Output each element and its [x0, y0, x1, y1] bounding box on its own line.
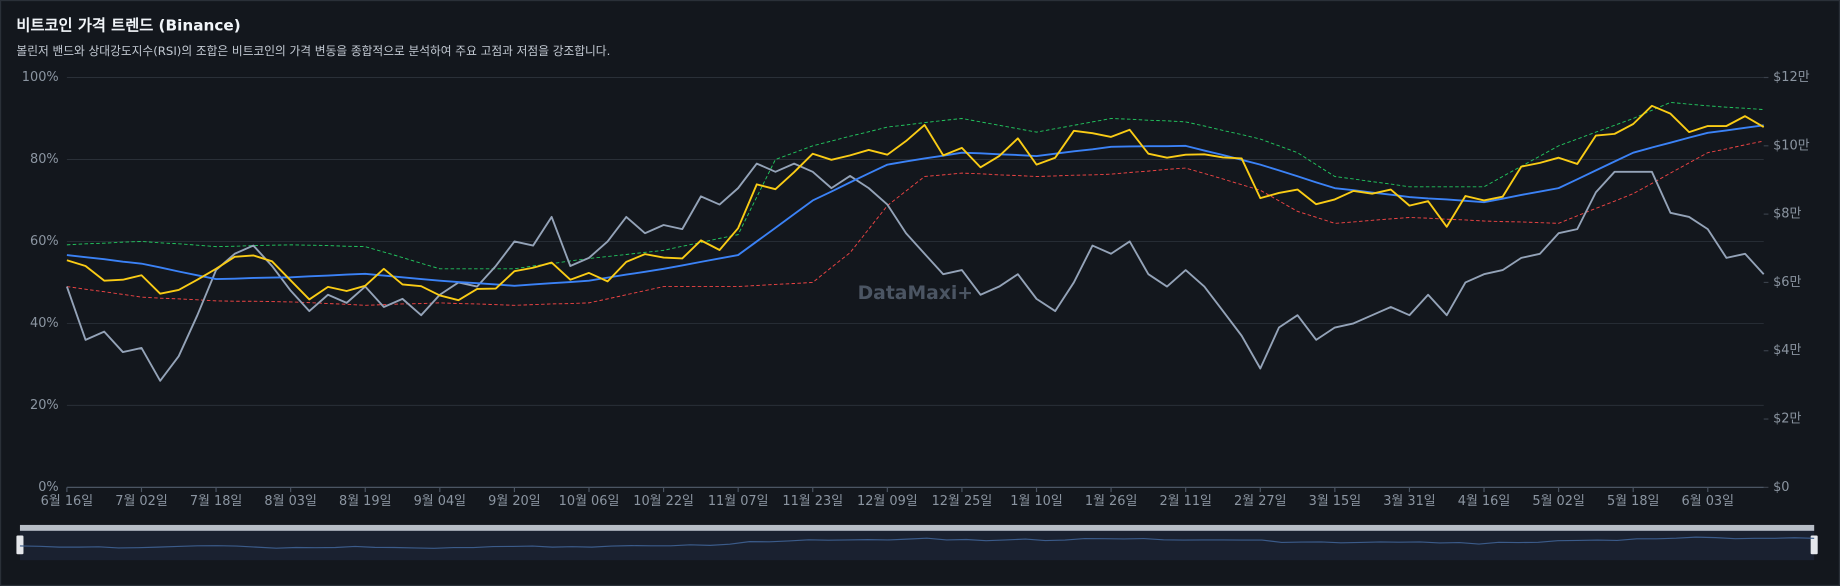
x-tick-label: 9월 20일	[488, 494, 540, 509]
navigator-handle[interactable]	[1810, 535, 1818, 555]
x-tick-label: 3월 15일	[1309, 494, 1361, 509]
navigator-handle[interactable]	[16, 535, 24, 555]
x-tick-label: 6월 16일	[41, 494, 93, 509]
y2-tick-label: $10만	[1773, 138, 1810, 153]
x-tick-label: 10월 06일	[559, 494, 620, 509]
x-tick-label: 5월 02일	[1532, 494, 1584, 509]
y2-tick-label: $8만	[1773, 207, 1801, 222]
chart-subtitle: 볼린저 밴드와 상대강도지수(RSI)의 조합은 비트코인의 가격 변동을 종합…	[16, 44, 610, 58]
x-tick-label: 12월 25일	[932, 494, 993, 509]
series-line	[66, 140, 1764, 306]
series-line	[66, 162, 1765, 382]
y-tick-label: 40%	[30, 316, 59, 331]
x-tick-label: 7월 02일	[115, 494, 167, 509]
chart-title: 비트코인 가격 트렌드 (Binance)	[16, 16, 240, 34]
x-tick-label: 11월 23일	[782, 494, 843, 509]
watermark: DataMaxi+	[858, 283, 973, 304]
series-line	[66, 101, 1764, 270]
x-tick-label: 9월 04일	[414, 494, 466, 509]
x-tick-label: 8월 03일	[264, 494, 316, 509]
series-line	[66, 124, 1764, 287]
y-tick-label: 60%	[30, 234, 59, 249]
x-tick-label: 4월 16일	[1458, 494, 1510, 509]
x-tick-label: 2월 27일	[1234, 494, 1286, 509]
x-tick-label: 5월 18일	[1607, 494, 1659, 509]
x-tick-label: 8월 19일	[339, 494, 391, 509]
x-tick-label: 6월 03일	[1682, 494, 1734, 509]
x-tick-label: 12월 09일	[857, 494, 918, 509]
x-tick-label: 1월 26일	[1085, 494, 1137, 509]
series-line	[66, 104, 1765, 302]
y2-tick-label: $0	[1773, 480, 1789, 495]
y-tick-label: 0%	[38, 480, 58, 495]
y-tick-label: 80%	[30, 152, 59, 167]
x-tick-label: 11월 07일	[708, 494, 769, 509]
y-tick-label: 100%	[22, 70, 59, 85]
navigator-bar[interactable]	[19, 524, 1815, 531]
x-tick-label: 2월 11일	[1159, 494, 1211, 509]
y2-tick-label: $2만	[1773, 412, 1801, 427]
x-tick-label: 3월 31일	[1383, 494, 1435, 509]
y-tick-label: 20%	[30, 398, 59, 413]
y2-tick-label: $6만	[1773, 275, 1801, 290]
x-tick-label: 7월 18일	[190, 494, 242, 509]
navigator-line	[19, 536, 1815, 549]
y2-tick-label: $12만	[1773, 70, 1810, 85]
x-tick-label: 10월 22일	[633, 494, 694, 509]
x-tick-label: 1월 10일	[1010, 494, 1062, 509]
y2-tick-label: $4만	[1773, 343, 1801, 358]
